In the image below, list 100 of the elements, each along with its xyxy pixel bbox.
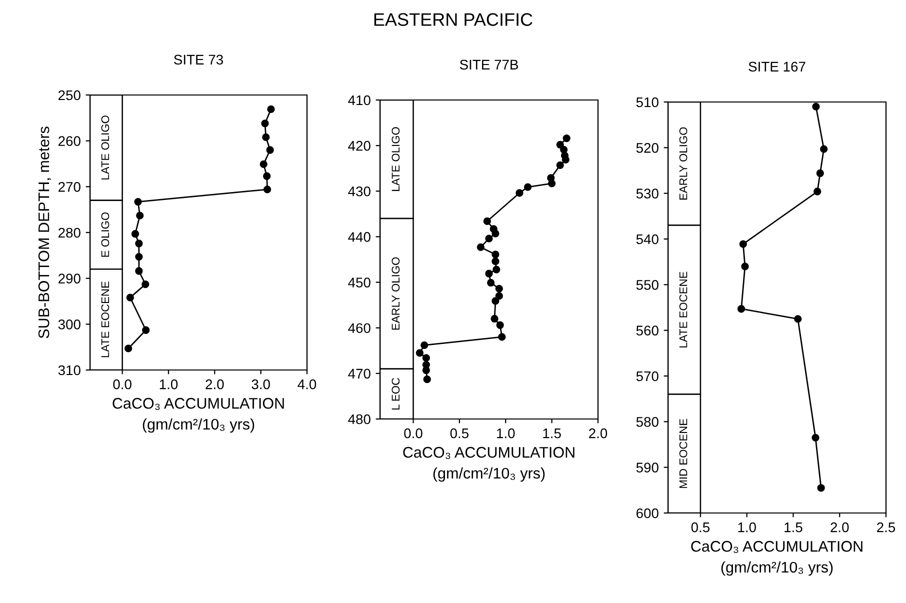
y-tick-label: 600	[636, 508, 658, 518]
point	[422, 354, 430, 362]
point	[560, 146, 568, 154]
y-tick-label: 250	[58, 90, 80, 100]
x-tick-label: 1.0	[738, 522, 756, 532]
point	[820, 145, 828, 153]
point	[416, 349, 424, 357]
y-tick-label: 520	[636, 143, 658, 153]
band-label: L EOC	[392, 378, 400, 410]
point	[135, 240, 143, 248]
y-tick-label: 280	[58, 228, 80, 238]
y-tick-label: 530	[636, 188, 658, 199]
point	[524, 183, 532, 191]
y-tick-label: 310	[58, 365, 80, 376]
x-axis-title: CaCO₃ ACCUMULATION (gm/cm²/10₃ yrs)	[691, 540, 862, 576]
band-label: LATE EOCENE	[679, 272, 688, 348]
point	[498, 333, 506, 341]
point	[476, 243, 485, 252]
point	[737, 305, 746, 313]
point	[131, 230, 140, 238]
y-tick-label: 470	[348, 368, 370, 379]
x-tick-label: 0.5	[450, 428, 469, 438]
x-tick-label: 0.5	[691, 522, 710, 532]
point	[142, 280, 150, 288]
point	[495, 284, 503, 292]
y-tick-label: 440	[348, 232, 370, 242]
point	[812, 102, 820, 110]
y-tick-label: 300	[58, 320, 80, 330]
y-tick-label: 590	[636, 462, 658, 473]
point	[263, 172, 271, 180]
point	[263, 186, 272, 194]
point	[485, 270, 493, 278]
y-tick-label: 550	[636, 280, 658, 290]
x-tick-label: 1.5	[543, 428, 561, 438]
x-tick-label: 3.0	[252, 379, 270, 390]
y-tick-label: 410	[348, 95, 370, 106]
point	[135, 252, 143, 261]
chart-title: SITE 77B	[460, 60, 518, 70]
point	[817, 484, 825, 492]
point	[562, 156, 570, 164]
text: EASTERN PACIFIC	[374, 13, 532, 26]
point	[492, 230, 500, 238]
y-tick-label: 430	[348, 186, 370, 196]
band-label: EARLY OLIGO	[392, 257, 400, 330]
point	[124, 344, 132, 352]
point	[485, 234, 493, 242]
point	[741, 262, 749, 270]
y-tick-label: 510	[636, 97, 658, 108]
point	[556, 161, 564, 169]
point	[490, 314, 498, 323]
point	[495, 292, 503, 300]
point	[126, 294, 134, 302]
band-label: EARLY OLIGO	[679, 127, 688, 200]
point	[487, 278, 495, 287]
point	[262, 133, 270, 141]
band-label: E OLIGO	[101, 212, 110, 257]
point	[739, 240, 747, 248]
y-tick-label: 270	[58, 182, 80, 192]
band-label: LATE OLIGO	[101, 116, 110, 180]
x-tick-label: 0.0	[113, 379, 132, 390]
point	[420, 341, 428, 349]
point	[816, 169, 824, 178]
point	[794, 315, 802, 323]
point	[135, 267, 143, 275]
point	[516, 189, 524, 197]
y-tick-label: 580	[636, 417, 658, 427]
y-tick-label: 570	[636, 371, 658, 382]
x-tick-label: 0.0	[404, 428, 422, 438]
point	[142, 326, 150, 334]
point	[483, 217, 491, 226]
y-tick-label: 540	[636, 234, 658, 244]
point	[423, 376, 431, 384]
x-tick-label: 1.0	[497, 428, 515, 438]
point	[492, 297, 500, 305]
y-tick-label: 560	[636, 326, 658, 336]
point	[814, 188, 822, 196]
point	[562, 134, 570, 142]
point	[261, 120, 269, 128]
x-tick-label: 2.0	[206, 379, 224, 390]
point	[492, 266, 500, 274]
x-tick-label: 1.5	[784, 522, 802, 532]
y-tick-label: 480	[348, 414, 370, 424]
band-label: MID EOCENE	[679, 418, 688, 488]
point	[136, 212, 144, 220]
point	[556, 140, 564, 148]
point	[492, 250, 500, 258]
band-label: LATE EOCENE	[101, 282, 110, 358]
x-axis-title: CaCO₃ ACCUMULATION (gm/cm²/10₃ yrs)	[403, 446, 574, 482]
x-axis-title: CaCO₃ ACCUMULATION (gm/cm²/10₃ yrs)	[112, 398, 284, 433]
point	[134, 198, 142, 206]
x-tick-label: 2.0	[589, 428, 608, 438]
point	[812, 434, 820, 442]
point	[492, 258, 500, 266]
x-tick-label: 2.0	[830, 522, 849, 532]
point	[260, 160, 268, 168]
band-label: LATE OLIGO	[392, 127, 400, 191]
y-tick-label: 460	[348, 323, 370, 334]
point	[496, 321, 504, 329]
x-tick-label: 2.5	[877, 522, 896, 532]
point	[548, 180, 556, 188]
